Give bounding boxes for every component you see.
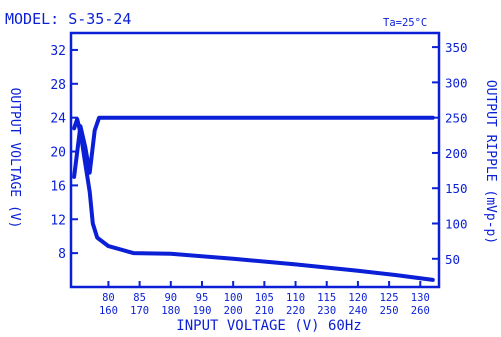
series-layer [72, 115, 435, 282]
x-tick-label: 95 [196, 292, 209, 304]
chart-condition: Ta=25°C [383, 17, 427, 29]
y-right-tick-label: 50 [445, 252, 460, 267]
x-tick-label-secondary: 180 [161, 305, 180, 317]
x-tick-label-secondary: 230 [317, 305, 336, 317]
y-right-tick-label: 150 [445, 181, 468, 196]
y-right-tick-label: 350 [445, 40, 468, 55]
output-ripple-line [72, 117, 435, 282]
y-right-tick-label: 300 [445, 75, 468, 90]
y-right-tick-label: 250 [445, 111, 468, 126]
x-tick-label-secondary: 250 [380, 305, 399, 317]
y-left-tick-label: 28 [50, 78, 66, 93]
x-tick-label: 120 [348, 292, 367, 304]
x-tick-label: 115 [317, 292, 336, 304]
x-tick-label-secondary: 200 [224, 305, 243, 317]
x-tick-label-secondary: 210 [255, 305, 274, 317]
x-tick-label-secondary: 220 [286, 305, 305, 317]
x-tick-label: 90 [164, 292, 177, 304]
x-tick-label-secondary: 160 [99, 305, 118, 317]
y-right-tick-label: 100 [445, 217, 468, 232]
y-axis-left-label: OUTPUT VOLTAGE (V) [7, 88, 22, 229]
x-tick-label: 130 [411, 292, 430, 304]
y-left-tick-label: 32 [50, 44, 66, 59]
y-left-tick-label: 16 [50, 179, 66, 194]
x-tick-label: 105 [255, 292, 274, 304]
x-tick-label-secondary: 260 [411, 305, 430, 317]
y-left-tick-label: 12 [50, 213, 66, 228]
chart-title: MODEL: S-35-24 [5, 10, 131, 28]
y-right-tick-label: 200 [445, 146, 468, 161]
x-tick-label-secondary: 240 [348, 305, 367, 317]
x-tick-label: 80 [102, 292, 115, 304]
y-left-tick-label: 24 [50, 112, 66, 127]
x-tick-label: 100 [224, 292, 243, 304]
x-tick-label: 85 [133, 292, 146, 304]
x-tick-label-secondary: 190 [192, 305, 211, 317]
x-tick-label: 125 [380, 292, 399, 304]
y-left-tick-label: 8 [58, 247, 66, 262]
plot-area-frame [69, 31, 441, 289]
x-tick-label-secondary: 170 [130, 305, 149, 317]
x-tick-label: 110 [286, 292, 305, 304]
y-left-tick-label: 20 [50, 146, 66, 161]
y-axis-right-label: OUTPUT RIPPLE (mVp-p) [483, 80, 498, 244]
x-axis-label: INPUT VOLTAGE (V) 60Hz [176, 318, 361, 334]
tick-marks [71, 46, 439, 287]
